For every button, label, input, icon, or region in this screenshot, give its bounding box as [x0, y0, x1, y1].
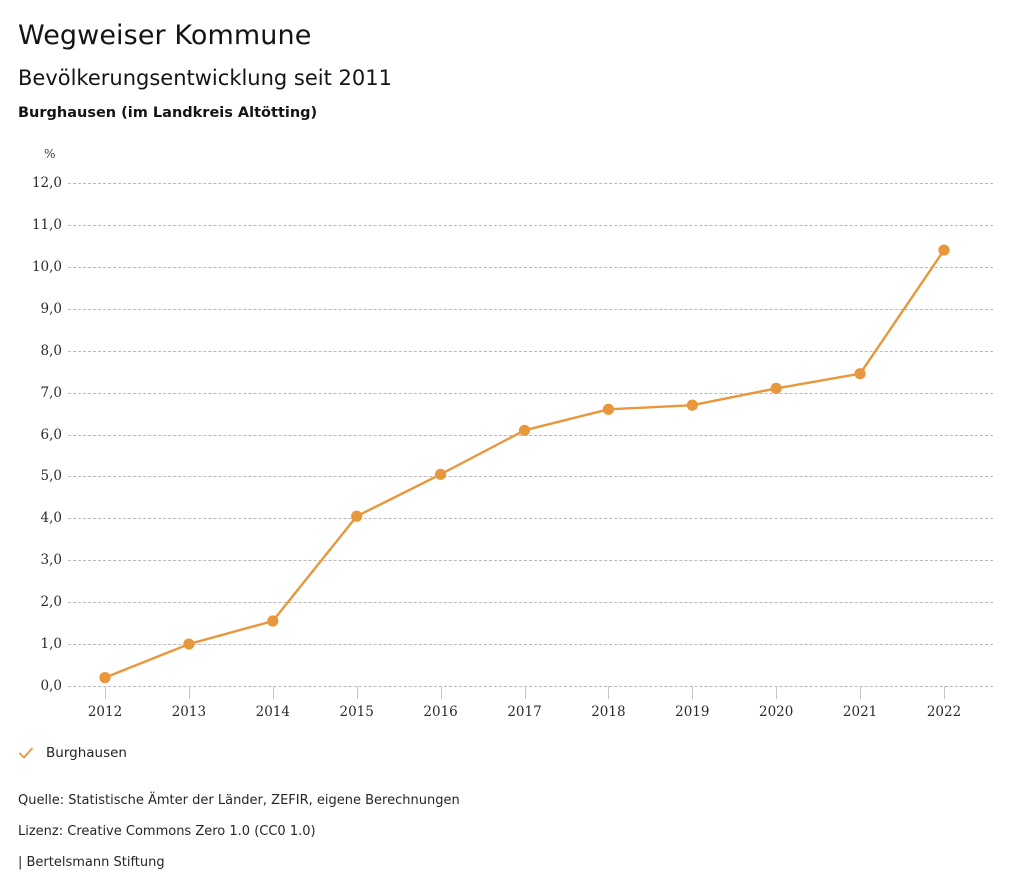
- data-point[interactable]: [99, 672, 111, 684]
- chart-legend[interactable]: Burghausen: [18, 745, 127, 761]
- series-line: [103, 248, 946, 679]
- y-axis-tick-label: 10,0: [31, 258, 62, 275]
- gridline: [68, 350, 993, 352]
- x-axis-tick-label: 2019: [675, 704, 710, 720]
- gridline: [68, 224, 993, 226]
- gridline: [68, 392, 993, 394]
- x-axis-tick: [524, 686, 526, 699]
- y-axis-tick-label: 9,0: [40, 300, 62, 317]
- data-point[interactable]: [267, 615, 279, 627]
- gridline: [68, 686, 993, 687]
- gridline: [68, 476, 993, 478]
- x-axis-tick-label: 2017: [507, 704, 542, 720]
- gridline: [68, 602, 993, 604]
- gridline: [68, 644, 993, 646]
- x-axis-tick: [608, 686, 610, 699]
- x-axis-tick: [860, 686, 862, 699]
- x-axis-tick-label: 2022: [926, 704, 962, 720]
- footer: Quelle: Statistische Ämter der Länder, Z…: [18, 785, 998, 878]
- footer-license: Lizenz: Creative Commons Zero 1.0 (CC0 1…: [18, 824, 316, 839]
- x-axis-tick: [944, 686, 945, 699]
- x-axis-tick-label: 2014: [255, 704, 290, 720]
- gridline: [68, 434, 993, 436]
- x-axis-tick-label: 2021: [842, 704, 878, 720]
- data-point[interactable]: [602, 403, 615, 415]
- x-axis-tick: [272, 686, 274, 699]
- gridline: [68, 308, 993, 310]
- series-burghausen: [99, 244, 950, 684]
- y-axis-tick-label: 5,0: [40, 468, 62, 485]
- data-point[interactable]: [686, 399, 698, 411]
- y-axis-tick-label: 4,0: [40, 510, 62, 527]
- y-axis-unit: %: [44, 147, 56, 161]
- data-point[interactable]: [518, 424, 531, 436]
- x-axis-tick: [692, 686, 694, 699]
- region-label: Burghausen (im Landkreis Altötting): [18, 105, 318, 121]
- x-axis-tick: [776, 686, 778, 699]
- plot-area: [68, 183, 993, 687]
- y-axis-tick-label: 3,0: [40, 552, 62, 569]
- x-axis-tick-label: 2018: [591, 704, 626, 720]
- y-axis-tick-label: 6,0: [40, 426, 62, 443]
- page-subtitle: Bevölkerungsentwicklung seit 2011: [18, 66, 392, 90]
- gridline: [68, 560, 993, 562]
- x-axis-tick-label: 2020: [759, 704, 794, 720]
- y-axis-tick-label: 11,0: [31, 216, 62, 233]
- y-axis-tick-label: 8,0: [40, 342, 62, 359]
- check-icon: [19, 747, 33, 759]
- x-axis-tick-label: 2012: [87, 704, 123, 720]
- x-axis-tick-label: 2015: [339, 704, 374, 720]
- gridline: [68, 183, 993, 184]
- x-axis-tick-label: 2013: [171, 704, 207, 720]
- data-point[interactable]: [854, 368, 866, 380]
- x-axis: 2012 2013 2014 2015 2016 2017 2018 2019 2020 2021…: [0, 686, 1024, 730]
- y-axis-tick-label: 7,0: [40, 384, 62, 401]
- x-axis-tick: [440, 686, 442, 699]
- footer-publisher: | Bertelsmann Stiftung: [18, 855, 165, 870]
- y-axis-tick-label: 1,0: [40, 636, 62, 653]
- data-point[interactable]: [183, 638, 195, 650]
- data-point[interactable]: [351, 510, 363, 522]
- y-axis-tick-label: 0,0: [40, 678, 62, 694]
- y-axis-tick-label: 12,0: [31, 175, 62, 191]
- y-axis-tick-label: 2,0: [40, 594, 62, 611]
- x-axis-tick: [356, 686, 358, 699]
- x-axis-tick: [188, 686, 190, 699]
- data-point[interactable]: [770, 382, 782, 394]
- data-point[interactable]: [435, 468, 447, 480]
- legend-label-burghausen: Burghausen: [46, 745, 127, 761]
- page-title: Wegweiser Kommune: [18, 20, 312, 51]
- x-axis-tick-label: 2016: [423, 704, 458, 720]
- footer-source: Quelle: Statistische Ämter der Länder, Z…: [18, 793, 460, 808]
- data-point[interactable]: [938, 244, 950, 256]
- x-axis-tick: [105, 686, 106, 699]
- gridline: [68, 266, 993, 268]
- line-chart: % 0,0 1,0 2,0 3,0 4,0 5,0 6,0 7,0 8,0 9,0 10,0 11,0…: [0, 147, 1024, 730]
- gridline: [68, 518, 993, 520]
